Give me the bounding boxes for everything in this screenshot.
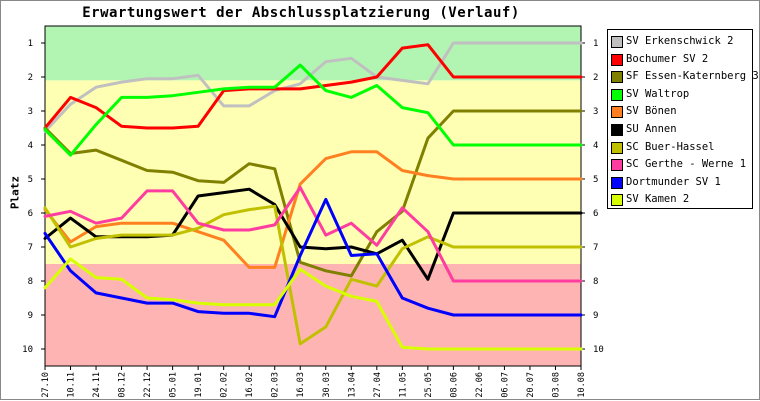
y-tick-label-right: 1 [593,39,598,49]
x-tick-label: 24.11 [92,372,102,398]
y-tick-label-right: 4 [593,141,598,151]
legend-swatch [611,71,623,84]
x-tick-label: 22.12 [143,372,153,398]
y-tick-label-right: 5 [593,175,598,185]
legend-item: Dortmunder SV 1 [611,175,752,193]
legend-label: SU Annen [626,122,677,135]
x-tick-label: 27.04 [373,372,383,398]
legend-swatch [611,88,623,101]
y-tick-label-left: 7 [28,243,33,253]
y-tick-label-left: 10 [22,345,33,355]
legend-item: SU Annen [611,122,752,140]
x-tick-label: 10.11 [67,372,77,398]
legend-swatch [611,123,623,136]
y-tick-label-left: 8 [28,277,33,287]
series-line [43,197,583,319]
series-line [43,109,583,278]
y-tick-label-left: 5 [28,175,33,185]
y-tick-label-left: 1 [28,39,33,49]
x-tick-label: 20.07 [526,372,536,398]
x-tick-label: 16.02 [245,372,255,398]
legend-item: SV Erkenschwick 2 [611,34,752,52]
series-line [43,150,583,269]
legend-label: SV Bönen [626,105,677,118]
legend-item: SV Bönen [611,104,752,122]
x-tick-label: 27.10 [41,372,51,398]
x-tick-label: 19.01 [194,372,204,398]
y-tick-label-right: 8 [593,277,598,287]
legend-label: SV Erkenschwick 2 [626,35,734,47]
legend-label: SC Buer-Hassel [626,140,715,153]
x-tick-label: 11.05 [398,372,408,398]
legend-label: SF Essen-Katernberg 3 [626,70,759,83]
series-line [43,41,583,133]
series-line [43,204,583,346]
x-tick-label: 08.12 [118,372,128,398]
legend-swatch [611,53,623,66]
legend-item: SC Buer-Hassel [611,140,752,158]
legend-item: SV Kamen 2 [611,192,752,210]
y-tick-label-right: 7 [593,243,598,253]
series-line [43,43,583,130]
x-tick-label: 06.07 [500,372,510,398]
y-tick-label-right: 6 [593,209,598,219]
x-tick-label: 08.06 [449,372,459,398]
x-tick-label: 10.08 [577,372,587,398]
series-line [43,257,583,351]
legend-swatch [611,159,623,172]
plot-area [44,25,582,367]
x-tick-label: 16.03 [296,372,306,398]
series-line [43,186,583,283]
legend-item: Bochumer SV 2 [611,52,752,70]
x-tick-label: 05.01 [169,372,179,398]
x-tick-label: 02.02 [220,372,230,398]
y-tick-label-right: 3 [593,107,598,117]
y-tick-label-left: 2 [28,73,33,83]
x-tick-label: 22.06 [475,372,485,398]
x-tick-label: 02.03 [271,372,281,398]
legend-swatch [611,194,623,207]
y-tick-label-left: 3 [28,107,33,117]
legend-label: Bochumer SV 2 [626,52,709,65]
y-tick-label-right: 10 [593,345,604,355]
y-tick-label-right: 9 [593,311,598,321]
legend-swatch [611,106,623,119]
x-tick-label: 03.08 [551,372,561,398]
legend-label: SC Gerthe - Werne 1 [626,158,747,171]
legend-item: SC Gerthe - Werne 1 [611,157,752,175]
legend-swatch [611,176,623,189]
legend: SV Erkenschwick 2 Bochumer SV 2 SF Essen-K… [607,29,759,210]
x-tick-label: 25.05 [424,372,434,398]
legend-swatch [611,141,623,154]
y-tick-label-left: 6 [28,209,33,219]
legend-label: SV Kamen 2 [626,193,690,206]
legend-item: SF Essen-Katernberg 3 [611,69,759,87]
legend-item: SV Waltrop [611,87,752,105]
x-tick-label: 13.04 [347,372,357,398]
chart-title: Erwartungswert der Abschlussplatzierung … [82,5,520,21]
y-tick-label-left: 9 [28,311,33,321]
y-tick-label-left: 4 [28,141,33,151]
legend-swatch [611,36,623,48]
x-tick-label: 30.03 [322,372,332,398]
legend-label: Dortmunder SV 1 [626,175,721,188]
series-line [43,63,583,157]
legend-label: SV Waltrop [626,87,690,100]
series-line [43,187,583,281]
y-tick-label-right: 2 [593,73,598,83]
